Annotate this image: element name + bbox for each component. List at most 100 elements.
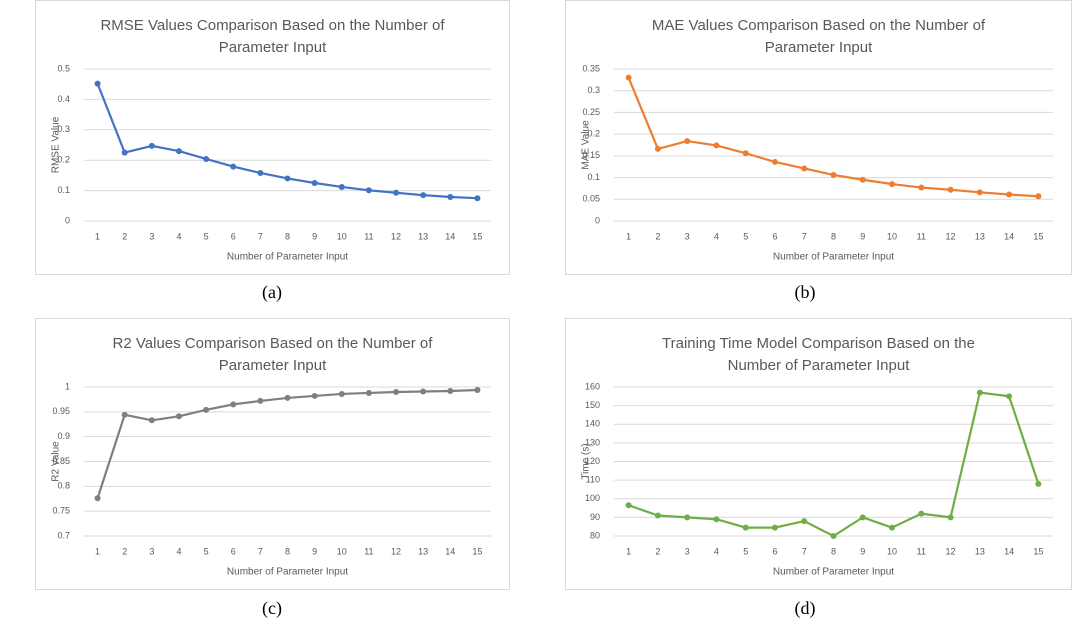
data-point [175,413,182,420]
x-tick-label: 10 [337,231,347,241]
y-axis-title: MAE Value [581,120,592,170]
data-point [365,389,372,396]
y-tick-label: 0.05 [582,194,600,204]
data-point [859,176,866,183]
data-point [1006,191,1013,198]
x-axis-title: Number of Parameter Input [227,252,348,263]
x-tick-label: 4 [714,231,719,241]
x-tick-label: 3 [149,546,154,556]
y-tick-label: 100 [585,493,600,503]
x-tick-label: 7 [802,231,807,241]
y-tick-label: 140 [585,419,600,429]
x-tick-label: 4 [176,546,181,556]
data-point [284,394,291,401]
x-tick-label: 2 [122,546,127,556]
data-point [474,386,481,393]
x-tick-label: 10 [887,546,897,556]
y-axis-title: Time (s) [581,443,592,479]
data-point [1006,393,1013,400]
data-point [94,495,101,502]
y-tick-label: 0.3 [57,124,70,134]
y-tick-label: 160 [585,381,600,391]
x-tick-label: 13 [418,231,428,241]
y-tick-label: 0.4 [57,94,70,104]
data-point [947,514,954,521]
y-tick-label: 0.95 [52,406,70,416]
y-tick-label: 0.3 [587,85,600,95]
data-point [121,411,128,418]
x-tick-label: 8 [285,546,290,556]
y-tick-label: 110 [586,475,600,485]
caption: (b) [794,282,816,302]
x-tick-label: 7 [258,546,263,556]
data-point [148,417,155,424]
data-point [654,145,661,152]
data-point [230,401,237,408]
chart-title: RMSE Values Comparison Based on the Numb… [100,17,445,56]
x-tick-label: 13 [975,546,985,556]
x-tick-label: 5 [204,546,209,556]
data-point [713,516,720,523]
x-tick-label: 1 [626,231,631,241]
y-tick-label: 0.15 [582,150,600,160]
data-point [742,524,749,531]
x-tick-label: 15 [472,546,482,556]
x-tick-label: 11 [917,231,926,241]
data-point [365,187,372,194]
x-tick-label: 12 [391,546,401,556]
data-point [338,390,345,397]
data-point [918,510,925,517]
data-point [203,406,210,413]
y-tick-label: 0.2 [57,155,70,165]
y-tick-label: 0.85 [52,456,70,466]
data-point [338,183,345,190]
data-line [96,388,478,499]
chart-title: R2 Values Comparison Based on the Number… [112,335,433,374]
chart-title: MAE Values Comparison Based on the Numbe… [651,17,986,56]
data-point [625,502,632,509]
data-point [654,512,661,519]
data-point [889,181,896,188]
y-tick-label: 0.2 [587,129,600,139]
x-tick-label: 1 [626,546,631,556]
caption: (d) [794,598,816,618]
data-point [771,524,778,531]
data-point [311,392,318,399]
x-tick-label: 12 [946,546,956,556]
chart: 0 0.1 0.2 0.3 0.4 0.5 RMSE Value Number of Para… [51,63,491,263]
x-tick-label: 12 [946,231,956,241]
data-point [684,514,691,521]
y-tick-label: 0.25 [582,107,600,117]
y-tick-label: 120 [585,456,600,466]
x-tick-label: 13 [418,546,428,556]
data-point [684,138,691,145]
x-tick-label: 14 [445,546,455,556]
data-point [801,518,808,525]
x-tick-label: 13 [975,231,985,241]
data-point [830,171,837,178]
caption: (a) [262,282,282,302]
y-tick-label: 0.5 [57,63,70,73]
data-point [713,142,720,149]
data-point [393,189,400,196]
data-point [148,142,155,149]
data-point [771,158,778,165]
x-axis-title: Number of Parameter Input [773,567,894,578]
chart-title: Training Time Model Comparison Based on … [662,335,975,374]
data-point [976,189,983,196]
data-point [121,149,128,156]
x-tick-label: 8 [831,546,836,556]
y-tick-label: 0 [65,215,70,225]
data-line [627,77,1039,198]
data-point [1035,193,1042,200]
chart-panel: MAE Values Comparison Based on the Numbe… [565,0,1072,275]
x-tick-label: 14 [445,231,455,241]
x-tick-label: 10 [887,231,897,241]
x-tick-label: 3 [685,546,690,556]
data-point [393,388,400,395]
x-tick-label: 11 [917,546,926,556]
data-point [257,397,264,404]
data-point [830,533,837,539]
